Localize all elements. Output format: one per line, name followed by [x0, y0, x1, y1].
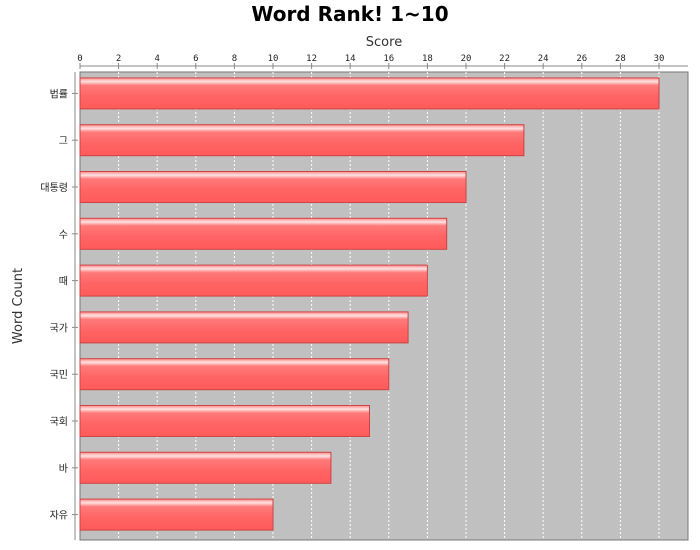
bars	[79, 77, 660, 531]
x-tick-label: 6	[193, 54, 198, 64]
x-tick-label: 30	[654, 54, 665, 64]
bar	[79, 217, 448, 250]
x-tick-label: 26	[576, 54, 587, 64]
x-tick-label: 24	[538, 54, 549, 64]
x-tick-label: 20	[461, 54, 472, 64]
category-label: 수	[59, 229, 68, 241]
x-tick-label: 2	[116, 54, 121, 64]
category-label: 법률	[50, 88, 68, 100]
x-tick-label: 10	[268, 54, 279, 64]
bar	[79, 264, 428, 297]
y-axis-label: Word Count	[11, 268, 26, 344]
category-label: 자유	[50, 510, 68, 522]
bar	[79, 311, 409, 344]
category-label: 대통령	[40, 182, 68, 194]
category-label: 국가	[50, 322, 68, 334]
x-tick-label: 22	[499, 54, 510, 64]
bar	[79, 498, 274, 531]
x-tick-label: 8	[232, 54, 237, 64]
bar	[79, 405, 370, 437]
chart-title: Word Rank! 1~10	[251, 2, 448, 26]
bar	[79, 358, 390, 391]
category-label: 국민	[50, 369, 68, 381]
x-tick-label: 14	[345, 54, 356, 64]
x-tick-label: 0	[77, 54, 82, 64]
bar	[79, 124, 525, 157]
bar	[79, 77, 660, 110]
category-label: 국회	[50, 416, 68, 428]
category-label: 그	[59, 136, 68, 147]
bar	[79, 171, 467, 203]
x-tick-label: 18	[422, 54, 433, 64]
bar	[79, 451, 332, 484]
x-tick-label: 16	[383, 54, 394, 64]
x-tick-label: 4	[154, 54, 159, 64]
x-tick-label: 12	[306, 54, 317, 64]
category-label: 때	[59, 276, 68, 288]
category-label: 바	[59, 463, 68, 475]
x-tick-label: 28	[615, 54, 626, 64]
x-ticks: 0 2 4 6 8 10 12 14 16 18 20 22 24 26 28 30	[77, 54, 664, 69]
x-axis-label: Score	[366, 35, 402, 50]
